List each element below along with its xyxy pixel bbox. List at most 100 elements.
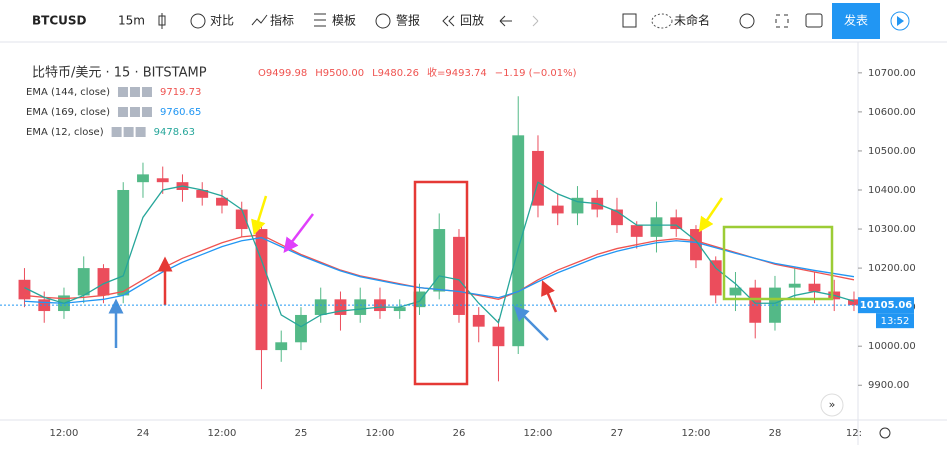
indicator-button <box>129 107 140 117</box>
arrow <box>251 195 268 236</box>
candle-body <box>512 135 525 347</box>
ohlc-item: O9499.98 <box>258 68 307 79</box>
candle-body <box>137 174 149 183</box>
candle-body <box>77 268 90 296</box>
y-tick-label: 10600.00 <box>868 107 916 118</box>
y-tick-label: 10000.00 <box>868 341 916 352</box>
interval[interactable]: 15m <box>118 14 145 28</box>
ohlc-item: −1.19 (−0.01%) <box>495 68 577 79</box>
fullscreen[interactable] <box>775 14 789 28</box>
candle-body <box>769 287 781 323</box>
countdown: 13:52 <box>881 316 910 327</box>
candle-body <box>275 342 288 351</box>
compare[interactable]: 对比 <box>210 14 234 28</box>
redo[interactable] <box>532 15 539 27</box>
x-tick-label: 12:00 <box>208 428 237 439</box>
candle-body <box>453 236 465 315</box>
candle-body <box>808 283 821 292</box>
candle-body <box>690 229 702 261</box>
candle-body <box>216 197 228 206</box>
candle-body <box>413 291 426 308</box>
toolbar <box>0 0 947 42</box>
cloud-icon[interactable] <box>651 13 673 29</box>
x-tick-label: 28 <box>769 428 782 439</box>
ema-line <box>24 181 855 328</box>
candle-body <box>196 189 209 198</box>
play-icon <box>897 16 904 26</box>
arrow <box>513 305 549 341</box>
indicator-button <box>117 107 128 117</box>
publish-button[interactable] <box>832 3 880 39</box>
candle-body <box>334 299 347 315</box>
candle-icon[interactable] <box>158 13 166 29</box>
scroll-icon[interactable]: » <box>829 398 836 411</box>
x-tick-label: 24 <box>137 428 150 439</box>
y-tick-label: 10500.00 <box>868 146 916 157</box>
templates[interactable]: 模板 <box>332 14 356 28</box>
candle-body <box>18 279 31 300</box>
candle-body <box>156 178 169 183</box>
replay-icon[interactable] <box>442 15 455 27</box>
x-tick-label: 12:00 <box>524 428 553 439</box>
x-tick-label: 26 <box>453 428 466 439</box>
candle-body <box>749 287 762 323</box>
indicator-button <box>141 107 152 117</box>
arrow <box>541 280 558 313</box>
publish[interactable]: 发表 <box>844 13 868 28</box>
candle-body <box>433 229 446 292</box>
indicator-value: 9478.63 <box>154 127 195 138</box>
candle-body <box>788 283 801 288</box>
candle-body <box>532 150 544 206</box>
layout-name[interactable]: 未命名 <box>674 13 710 28</box>
indicator-button <box>135 127 146 137</box>
symbol[interactable]: BTCUSD <box>32 14 87 28</box>
countdown-box <box>876 313 914 329</box>
scroll-button[interactable] <box>820 393 844 417</box>
ohlc-item: H9500.00 <box>315 68 364 79</box>
alert[interactable]: 警报 <box>396 13 420 28</box>
layout-icon[interactable] <box>622 13 637 28</box>
indicator-button <box>141 87 152 97</box>
template-icon[interactable] <box>314 13 326 27</box>
x-tick-label: 27 <box>611 428 624 439</box>
last-price-box <box>858 297 914 314</box>
alert-icon[interactable] <box>375 13 391 29</box>
axis-settings[interactable] <box>879 427 891 439</box>
ema-line <box>24 236 855 304</box>
green-box <box>722 225 834 301</box>
play-button[interactable] <box>890 11 910 31</box>
indicator-name: EMA (169, close) <box>26 107 110 118</box>
indicator-icon[interactable] <box>251 14 268 26</box>
candle-body <box>255 229 268 351</box>
red-box <box>413 180 469 386</box>
y-tick-label: 10700.00 <box>868 68 916 79</box>
snapshot[interactable] <box>805 13 823 28</box>
arrow <box>698 197 724 233</box>
y-tick-label: 10200.00 <box>868 263 916 274</box>
undo[interactable] <box>499 15 512 27</box>
x-tick-label: 12:00 <box>682 428 711 439</box>
candle-body <box>374 299 386 312</box>
candle-body <box>354 299 367 315</box>
candle-body <box>670 217 683 230</box>
candle-body <box>295 314 307 343</box>
replay[interactable]: 回放 <box>460 13 484 28</box>
x-tick-label: 12:00 <box>366 428 395 439</box>
indicator-button <box>111 127 122 137</box>
y-tick-label: 10300.00 <box>868 224 916 235</box>
ohlc-item: L9480.26 <box>372 68 419 79</box>
indicators[interactable]: 指标 <box>270 13 294 28</box>
candle-body <box>393 307 406 312</box>
indicator-value: 9760.65 <box>160 107 201 118</box>
ohlc-item: 收=9493.74 <box>427 66 487 79</box>
indicator-button <box>123 127 134 137</box>
x-tick-label: 25 <box>295 428 308 439</box>
compare-icon[interactable] <box>190 13 206 29</box>
settings[interactable] <box>739 13 755 29</box>
candle-body <box>551 205 564 214</box>
candle-body <box>650 217 663 237</box>
candle-body <box>472 314 485 327</box>
y-tick-label: 10400.00 <box>868 185 916 196</box>
indicator-name: EMA (144, close) <box>26 87 110 98</box>
